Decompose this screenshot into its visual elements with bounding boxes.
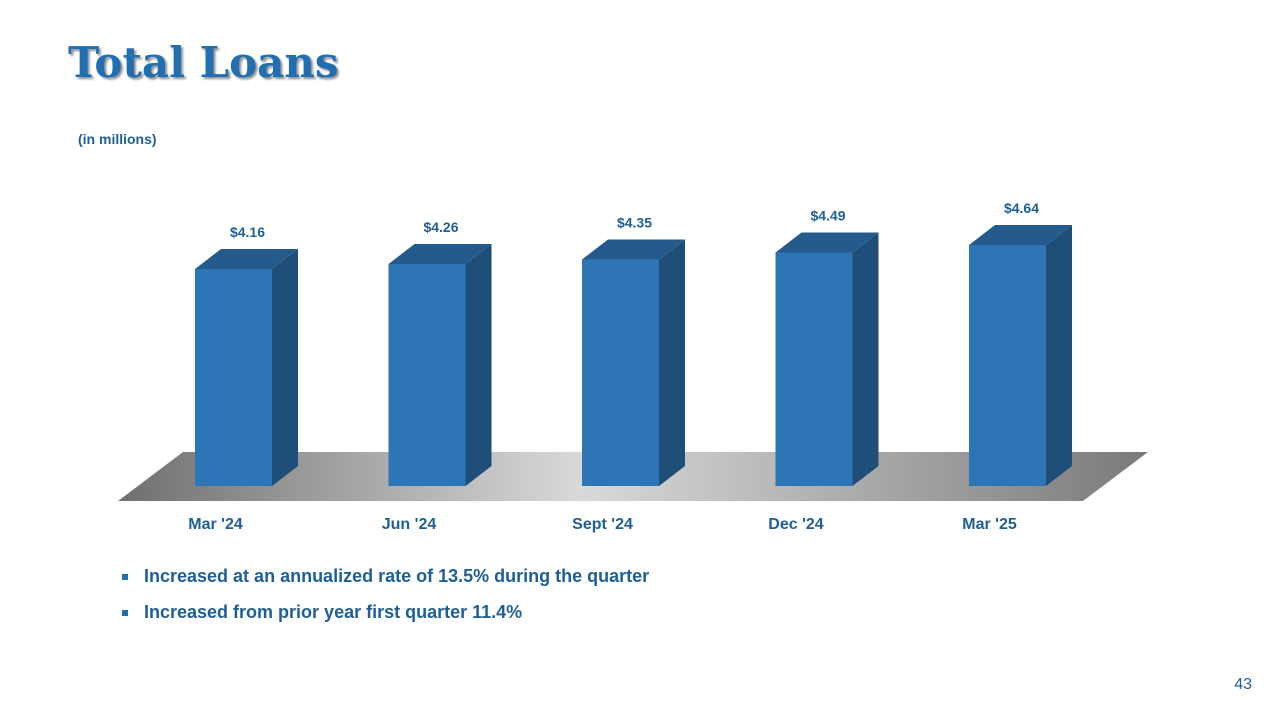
bar-side-face	[659, 239, 685, 486]
bar-side-face	[852, 232, 879, 486]
bullet-square-icon	[122, 574, 128, 580]
value-labels-layer: $4.16 $4.26 $4.35 $4.49 $4.64	[230, 200, 1039, 240]
bar-front-face	[388, 264, 466, 486]
bar-top-face	[388, 244, 492, 264]
category-label: Mar '24	[188, 516, 243, 533]
bar-side-face	[465, 244, 492, 486]
value-label: $4.49	[810, 208, 845, 224]
value-label: $4.64	[1004, 200, 1039, 216]
bar-front-face	[775, 252, 853, 486]
value-label: $4.16	[230, 224, 265, 240]
bullet-square-icon	[122, 610, 128, 616]
page-number: 43	[1234, 676, 1252, 693]
bullet-text: Increased at an annualized rate of 13.5%…	[144, 566, 650, 586]
category-label: Dec '24	[768, 516, 824, 533]
bar	[775, 232, 879, 486]
bar-front-face	[195, 269, 272, 486]
bar	[388, 244, 492, 486]
slide-title: Total Loans	[68, 38, 339, 87]
category-label: Jun '24	[382, 516, 437, 533]
bar	[195, 249, 298, 486]
bar-side-face	[1046, 225, 1072, 486]
bars-layer	[195, 225, 1072, 486]
chart-subtitle: (in millions)	[78, 131, 157, 147]
value-label: $4.35	[617, 215, 652, 231]
bullet-item: Increased from prior year first quarter …	[120, 602, 649, 623]
bar-side-face	[272, 249, 298, 486]
bar	[582, 239, 685, 486]
bar-front-face	[969, 245, 1046, 486]
bullet-text: Increased from prior year first quarter …	[144, 602, 523, 622]
value-label: $4.26	[423, 219, 458, 235]
category-labels-layer: Mar '24 Jun '24 Sept '24 Dec '24 Mar '25	[188, 516, 1017, 533]
bar-front-face	[582, 259, 659, 486]
category-label: Mar '25	[962, 516, 1017, 533]
bullet-item: Increased at an annualized rate of 13.5%…	[120, 566, 649, 587]
bullet-list: Increased at an annualized rate of 13.5%…	[120, 566, 649, 638]
category-label: Sept '24	[572, 516, 633, 533]
bar	[969, 225, 1072, 486]
bar-top-face	[969, 225, 1072, 245]
bar-top-face	[195, 249, 298, 269]
bar-top-face	[582, 239, 685, 260]
bar-top-face	[775, 232, 879, 253]
